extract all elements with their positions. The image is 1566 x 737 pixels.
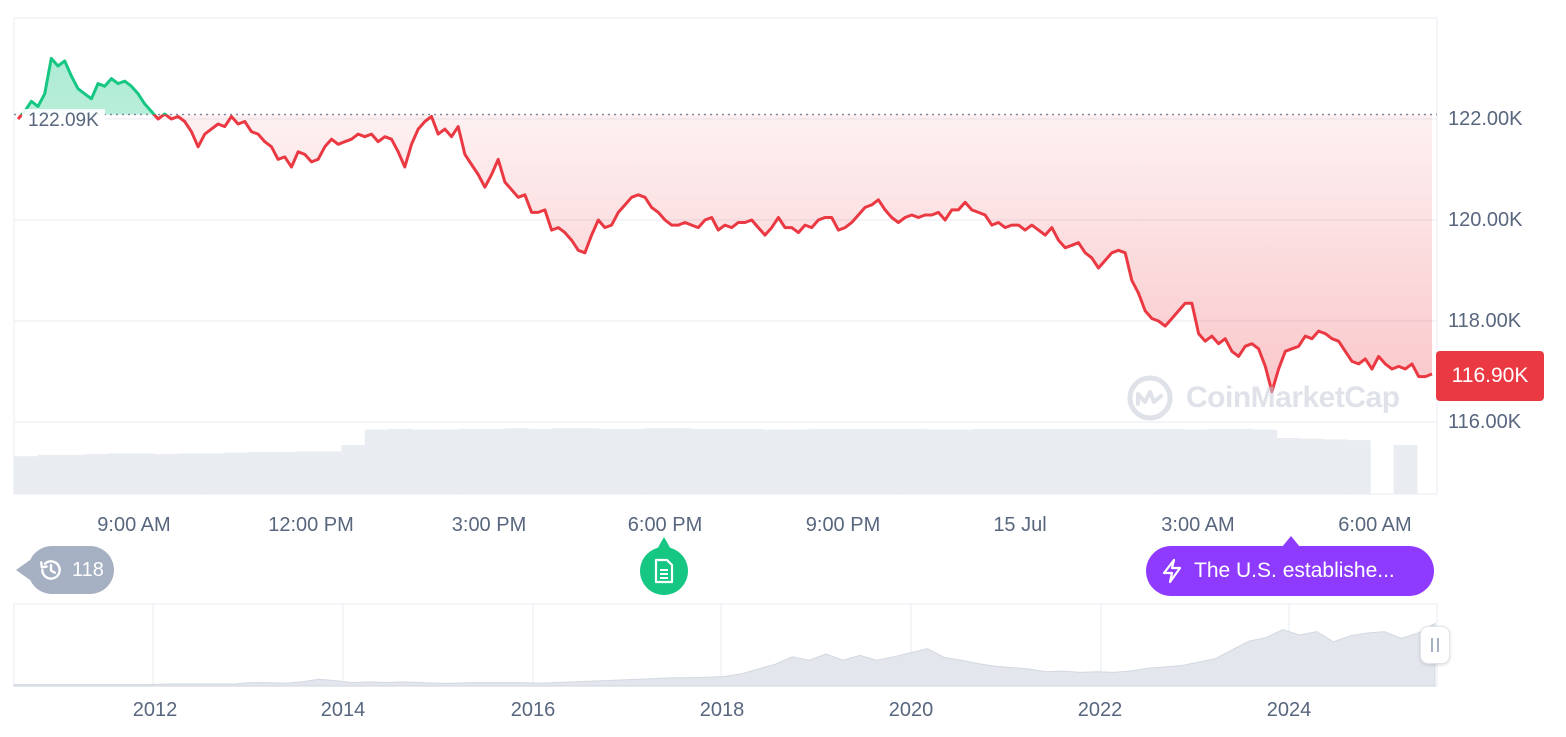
volume-bar: [1346, 440, 1371, 494]
volume-bar: [762, 429, 787, 494]
history-events-button[interactable]: 118: [16, 546, 114, 594]
y-tick-label: 116.00K: [1448, 411, 1522, 433]
coinmarketcap-watermark: CoinMarketCap: [1126, 372, 1416, 424]
volume-bar: [668, 428, 693, 494]
overview-area: [13, 622, 1436, 687]
overview-tick-label: 2016: [510, 699, 556, 721]
volume-bar: [317, 451, 342, 494]
volume-bar: [1042, 428, 1067, 494]
x-tick-label: 6:00 PM: [627, 514, 703, 536]
volume-bar: [1089, 428, 1114, 494]
volume-bar: [130, 453, 155, 494]
overview-tick-label: 2012: [132, 699, 178, 721]
price-line-down: [16, 114, 1433, 394]
overview-tick-label: 2024: [1266, 699, 1312, 721]
volume-bar: [294, 451, 319, 494]
volume-bar: [481, 428, 506, 494]
volume-bar: [902, 428, 927, 494]
volume-bar: [84, 454, 109, 494]
x-tick-label: 3:00 AM: [1161, 514, 1235, 536]
x-tick-label: 15 Jul: [993, 514, 1047, 536]
volume-bar: [879, 428, 904, 494]
y-tick-label: 118.00K: [1448, 310, 1522, 332]
volume-bar: [107, 453, 132, 494]
volume-bar: [551, 428, 576, 494]
volume-bar: [1323, 439, 1348, 494]
volume-bar: [1136, 428, 1161, 494]
volume-bar: [692, 428, 716, 494]
volume-bar: [949, 429, 974, 494]
volume-bar: [1183, 429, 1208, 494]
volume-bar: [809, 428, 833, 494]
history-count: 118: [72, 558, 104, 581]
x-tick-label: 9:00 PM: [805, 514, 881, 536]
note-event-marker[interactable]: [640, 537, 688, 595]
open-price-label: 122.09K: [22, 109, 105, 133]
x-tick-label: 12:00 PM: [268, 514, 354, 536]
volume-bar: [1276, 438, 1301, 494]
coinmarketcap-logo-icon: [1127, 375, 1173, 421]
volume-bar: [1300, 438, 1324, 494]
volume-bar: [972, 428, 997, 494]
volume-bar: [224, 452, 249, 494]
x-tick-label: 3:00 PM: [451, 514, 527, 536]
volume-bar: [1393, 445, 1418, 494]
current-price-value: 116.90K: [1451, 364, 1529, 387]
volume-bar: [575, 428, 600, 494]
volume-bar: [996, 428, 1020, 494]
volume-bar: [621, 428, 646, 494]
volume-bar: [14, 456, 38, 494]
watermark-text: CoinMarketCap: [1186, 381, 1400, 414]
volume-bar: [1066, 428, 1091, 494]
volume-bar: [201, 453, 225, 494]
volume-bar: [1253, 429, 1278, 494]
volume-bar: [1159, 428, 1184, 494]
volume-bar: [528, 428, 553, 494]
document-icon: [654, 558, 674, 584]
overview-tick-label: 2022: [1077, 699, 1123, 721]
volume-bar: [458, 428, 483, 494]
volume-bar: [785, 429, 810, 494]
range-slider-handle[interactable]: [1420, 626, 1450, 664]
volume-bar: [715, 428, 740, 494]
volume-bar: [434, 429, 459, 494]
volume-bar: [37, 454, 62, 494]
overview-tick-label: 2020: [888, 699, 934, 721]
volume-bar: [832, 428, 857, 494]
x-tick-label: 6:00 AM: [1338, 514, 1412, 536]
volume-bar: [855, 428, 880, 494]
y-tick-label: 120.00K: [1448, 209, 1523, 231]
news-event-marker[interactable]: The U.S. establishe...: [1146, 536, 1434, 596]
volume-bar: [364, 429, 389, 494]
current-price-tag: 116.90K: [1436, 351, 1544, 401]
overview-tick-label: 2014: [320, 699, 366, 721]
volume-bar: [60, 454, 85, 494]
history-icon: [40, 560, 61, 580]
volume-bar: [177, 453, 202, 494]
volume-bar: [388, 428, 413, 494]
volume-bar: [271, 452, 296, 494]
x-tick-label: 9:00 AM: [97, 514, 171, 536]
volume-bar: [411, 429, 436, 494]
y-tick-label: 122.00K: [1448, 108, 1523, 130]
lightning-icon: [1162, 558, 1182, 584]
volume-bar: [505, 428, 529, 494]
volume-bar: [1229, 428, 1254, 494]
volume-bar: [154, 454, 179, 494]
volume-bar: [247, 452, 272, 494]
volume-bar: [738, 428, 763, 494]
volume-bar: [925, 429, 950, 494]
news-headline: The U.S. establishe...: [1194, 559, 1395, 582]
volume-bar: [645, 428, 670, 494]
volume-bar: [1113, 428, 1137, 494]
volume-bar: [1206, 428, 1231, 494]
overview-tick-label: 2018: [699, 699, 745, 721]
volume-bar: [341, 445, 366, 494]
price-area-down: [18, 114, 1432, 392]
volume-bar: [598, 428, 623, 494]
volume-bar: [1019, 428, 1044, 494]
